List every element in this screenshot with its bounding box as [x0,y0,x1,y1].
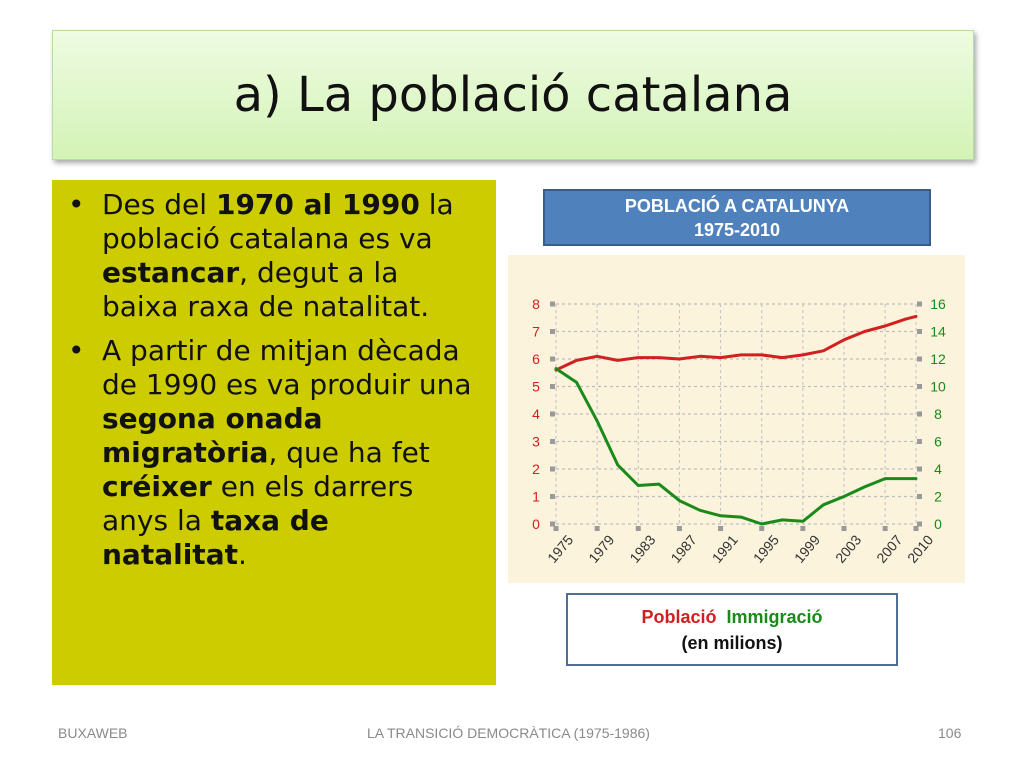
legend-unit: (en milions) [681,632,783,653]
x-tick-mark [882,526,888,531]
y-left-tick-mark [550,439,555,444]
x-tick-label: 2010 [904,532,936,566]
footer-page-number: 106 [938,725,962,741]
bullet-list: • Des del 1970 al 1990 la població catala… [64,188,482,572]
x-tick-mark [553,526,559,531]
bullet-item: • Des del 1970 al 1990 la població catala… [64,188,482,324]
y-right-tick-mark [917,494,922,499]
chart-area: 0 1 2 3 4 5 6 7 8 0 2 4 6 8 10 12 14 16 1975 1979 1983 1987 19… [508,255,965,583]
bullet-text: , degut a la baixa raxa de natalitat. [102,256,430,323]
x-tick-label: 1999 [791,532,823,566]
bullet-text: , que ha fet [268,436,430,469]
y-right-tick-mark [917,329,922,334]
y-left-tick-mark [550,466,555,472]
y-left-tick-mark [550,329,555,334]
bullet-bold-text: 1970 al 1990 [215,188,420,221]
bullet-text: en els darrers anys la [102,470,414,537]
y-left-tick-label: 2 [532,461,540,477]
y-left-tick-label: 3 [532,434,540,450]
y-left-tick-label: 8 [532,296,540,312]
bullet-bold-text: créixer [102,470,212,503]
bullet-bold-text: segona onada migratòria [102,402,323,469]
y-right-tick-label: 16 [930,296,946,312]
y-right-tick-label: 6 [934,434,942,450]
y-right-tick-mark [917,356,922,362]
chart-header-line1: POBLACIÓ A CATALUNYA [624,195,850,216]
x-tick-mark [718,526,724,531]
y-left-tick-label: 6 [532,351,540,367]
x-tick-mark [913,526,919,531]
x-tick-label: 1987 [667,532,699,566]
chart-header-line2: 1975-2010 [693,219,781,240]
y-right-tick-label: 0 [934,516,942,532]
x-tick-mark [759,526,765,531]
chart-header: POBLACIÓ A CATALUNYA 1975-2010 [543,189,931,246]
bullet-item: • A partir de mitjan dècada de 1990 es va… [64,334,482,572]
bullet-bold-text: taxa de natalitat [102,504,329,571]
legend-box: Població Immigració (en milions) [566,593,898,666]
y-left-tick-label: 5 [532,379,540,395]
x-tick-label: 1979 [585,532,617,566]
content-box: • Des del 1970 al 1990 la població catala… [52,180,496,685]
x-tick-label: 1995 [750,532,782,566]
x-tick-label: 1991 [709,532,741,566]
y-left-tick-mark [550,356,555,362]
slide-title: a) La població catalana [233,67,793,123]
y-left-tick-mark [550,411,555,417]
y-right-tick-label: 2 [934,489,942,505]
y-right-tick-label: 4 [934,461,942,477]
y-left-tick-label: 0 [532,516,540,532]
y-left-tick-mark [550,521,555,527]
y-left-tick-label: 4 [532,406,540,422]
y-right-tick-label: 10 [930,379,946,395]
legend-series: Població Immigració [568,604,896,630]
x-tick-mark [676,526,682,531]
y-right-tick-mark [917,439,922,444]
y-left-tick-mark [550,494,555,499]
bullet-bold-text: estancar [102,256,240,289]
x-tick-mark [800,526,806,531]
x-tick-label: 2007 [873,532,905,566]
y-right-tick-mark [917,521,922,527]
y-right-tick-label: 14 [930,324,946,340]
x-tick-mark [635,526,641,531]
x-tick-mark [594,526,600,531]
y-left-tick-label: 7 [532,324,540,340]
bullet-text: . [237,538,247,571]
bullet-text: la població catalana es va [102,188,454,255]
bullet-text: A partir de mitjan dècada de 1990 es va … [102,334,472,401]
y-right-tick-mark [917,411,922,417]
bullet-dot-icon: • [68,188,85,221]
legend-immigracio: Immigració [726,606,823,627]
title-box: a) La població catalana [52,30,974,160]
bullet-dot-icon: • [68,334,85,367]
series-line-poblacio [554,314,918,372]
legend-poblacio: Població [641,606,717,627]
y-right-tick-label: 8 [934,406,942,422]
x-tick-label: 2003 [832,532,864,566]
y-left-tick-mark [550,301,555,307]
footer-center: LA TRANSICIÓ DEMOCRÀTICA (1975-1986) [367,725,650,741]
bullet-text: Des del [102,188,216,221]
y-left-tick-mark [550,384,555,389]
footer-left: BUXAWEB [58,725,128,741]
y-left-tick-label: 1 [532,489,540,505]
x-tick-mark [841,526,847,531]
series-line-immigracio [554,367,918,526]
y-right-tick-mark [917,466,922,472]
x-tick-label: 1975 [544,532,576,566]
y-right-tick-mark [917,301,922,307]
y-right-tick-mark [917,384,922,389]
x-tick-label: 1983 [626,532,658,566]
y-right-tick-label: 12 [930,351,946,367]
